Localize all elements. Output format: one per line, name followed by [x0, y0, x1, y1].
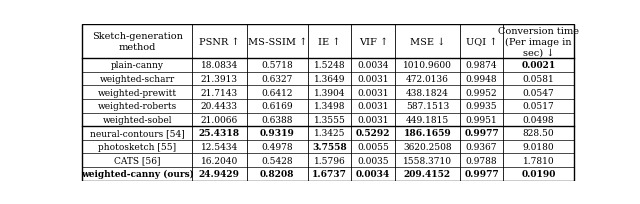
Text: 24.9429: 24.9429	[199, 170, 240, 178]
Text: VIF ↑: VIF ↑	[358, 38, 388, 47]
Text: 1.3555: 1.3555	[314, 115, 346, 124]
Text: 25.4318: 25.4318	[199, 129, 240, 138]
Text: 0.0055: 0.0055	[357, 142, 389, 151]
Text: plain-canny: plain-canny	[111, 61, 164, 70]
Text: 9.0180: 9.0180	[523, 142, 554, 151]
Text: CATS [56]: CATS [56]	[114, 156, 161, 165]
Text: 0.9788: 0.9788	[466, 156, 497, 165]
Text: 1.7810: 1.7810	[523, 156, 554, 165]
Text: 828.50: 828.50	[523, 129, 554, 138]
Text: 0.0035: 0.0035	[357, 156, 389, 165]
Text: photosketch [55]: photosketch [55]	[98, 142, 176, 151]
Text: 1.3498: 1.3498	[314, 102, 345, 111]
Text: neural-contours [54]: neural-contours [54]	[90, 129, 184, 138]
Text: 1.3649: 1.3649	[314, 75, 345, 83]
Text: 0.6388: 0.6388	[262, 115, 293, 124]
Text: 449.1815: 449.1815	[406, 115, 449, 124]
Text: 0.9977: 0.9977	[464, 129, 499, 138]
Text: IE ↑: IE ↑	[318, 38, 340, 47]
Text: 1.3904: 1.3904	[314, 88, 345, 97]
Text: Sketch-generation
method: Sketch-generation method	[92, 32, 182, 52]
Text: 0.6327: 0.6327	[262, 75, 293, 83]
Text: 0.0190: 0.0190	[521, 170, 556, 178]
Text: 0.0031: 0.0031	[357, 88, 389, 97]
Text: 0.0034: 0.0034	[357, 61, 389, 70]
Text: 0.0034: 0.0034	[356, 170, 390, 178]
Text: UQI ↑: UQI ↑	[466, 38, 497, 47]
Text: 0.9948: 0.9948	[466, 75, 497, 83]
Text: weighted-roberts: weighted-roberts	[97, 102, 177, 111]
Text: 0.9367: 0.9367	[466, 142, 497, 151]
Text: 1.5248: 1.5248	[314, 61, 345, 70]
Text: MS-SSIM ↑: MS-SSIM ↑	[248, 38, 307, 47]
Text: 0.5428: 0.5428	[261, 156, 293, 165]
Text: 3.7558: 3.7558	[312, 142, 347, 151]
Text: 0.5292: 0.5292	[356, 129, 390, 138]
Text: 0.9935: 0.9935	[466, 102, 497, 111]
Text: 0.9874: 0.9874	[466, 61, 497, 70]
Text: 0.0498: 0.0498	[523, 115, 554, 124]
Text: 3620.2508: 3620.2508	[403, 142, 452, 151]
Text: weighted-canny (ours): weighted-canny (ours)	[81, 170, 194, 178]
Text: 0.0031: 0.0031	[357, 75, 389, 83]
Text: 0.8208: 0.8208	[260, 170, 294, 178]
Text: MSE ↓: MSE ↓	[410, 38, 445, 47]
Text: 0.0547: 0.0547	[523, 88, 554, 97]
Text: 21.7143: 21.7143	[201, 88, 238, 97]
Text: 0.6412: 0.6412	[262, 88, 293, 97]
Text: 186.1659: 186.1659	[403, 129, 451, 138]
Text: weighted-scharr: weighted-scharr	[100, 75, 175, 83]
Text: weighted-prewitt: weighted-prewitt	[98, 88, 177, 97]
Text: PSNR ↑: PSNR ↑	[199, 38, 239, 47]
Text: 1010.9600: 1010.9600	[403, 61, 452, 70]
Text: 472.0136: 472.0136	[406, 75, 449, 83]
Text: 16.2040: 16.2040	[201, 156, 238, 165]
Text: 1.5796: 1.5796	[314, 156, 345, 165]
Text: 0.0021: 0.0021	[522, 61, 556, 70]
Text: 20.4433: 20.4433	[201, 102, 238, 111]
Text: 18.0834: 18.0834	[201, 61, 238, 70]
Text: 0.6169: 0.6169	[261, 102, 293, 111]
Text: 209.4152: 209.4152	[404, 170, 451, 178]
Text: 0.0581: 0.0581	[523, 75, 554, 83]
Text: 1.3425: 1.3425	[314, 129, 345, 138]
Text: 0.0031: 0.0031	[357, 115, 389, 124]
Text: 1558.3710: 1558.3710	[403, 156, 452, 165]
Text: 0.9952: 0.9952	[466, 88, 497, 97]
Text: 21.3913: 21.3913	[201, 75, 238, 83]
Text: 21.0066: 21.0066	[201, 115, 238, 124]
Text: 438.1824: 438.1824	[406, 88, 449, 97]
Text: 12.5434: 12.5434	[201, 142, 238, 151]
Text: weighted-sobel: weighted-sobel	[102, 115, 172, 124]
Text: 0.0031: 0.0031	[357, 102, 389, 111]
Text: 0.4978: 0.4978	[261, 142, 293, 151]
Text: 587.1513: 587.1513	[406, 102, 449, 111]
Text: Conversion time
(Per image in
sec) ↓: Conversion time (Per image in sec) ↓	[498, 27, 579, 57]
Text: 1.6737: 1.6737	[312, 170, 347, 178]
Text: 0.9951: 0.9951	[466, 115, 497, 124]
Text: 0.5718: 0.5718	[261, 61, 293, 70]
Text: 0.9977: 0.9977	[464, 170, 499, 178]
Text: 0.9319: 0.9319	[260, 129, 294, 138]
Text: 0.0517: 0.0517	[523, 102, 554, 111]
